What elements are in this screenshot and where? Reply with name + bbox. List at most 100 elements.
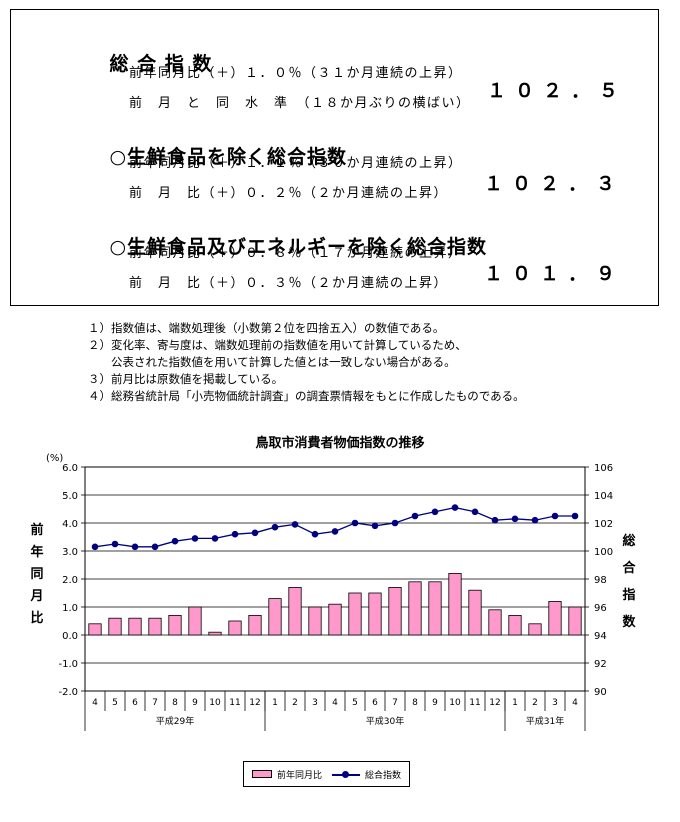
bar — [188, 606, 202, 636]
y-left-unit: (%) — [46, 453, 63, 464]
footnote: ３）前月比は原数値を掲載している。 — [88, 372, 284, 386]
x-tick-label: 4 — [92, 698, 98, 708]
bar — [328, 603, 342, 636]
line-point — [531, 516, 539, 524]
x-tick-label: 4 — [572, 698, 578, 708]
summary-value: １０２．３ — [484, 173, 625, 195]
summary-label: 総 合 指 数 — [109, 53, 213, 75]
x-tick-label: 3 — [312, 698, 318, 708]
line-point — [411, 512, 419, 520]
legend-line-dot — [342, 771, 349, 778]
y-left-tick-label: 1.0 — [62, 603, 78, 614]
y-right-tick-label: 96 — [594, 603, 607, 614]
line-point — [111, 540, 119, 548]
footnote: 公表された指数値を用いて計算した値とは一致しない場合がある。 — [88, 355, 456, 369]
bar — [488, 609, 502, 636]
y-right-tick-label: 92 — [594, 659, 607, 670]
summary-sub-row: 前年同月比（＋）０．８％（１７か月連続の上昇） — [129, 246, 463, 261]
chart-legend: 前年同月比 総合指数 — [243, 761, 410, 787]
bar — [528, 623, 542, 636]
bar — [108, 617, 122, 636]
bar — [248, 615, 262, 636]
x-tick-label: 4 — [332, 698, 338, 708]
year-group-label: 平成31年 — [526, 715, 564, 727]
y-left-tick-label: 3.0 — [62, 547, 78, 558]
y-left-tick-label: 0.0 — [62, 631, 78, 642]
summary-label: ○生鮮食品を除く総合指数 — [109, 146, 348, 168]
line-point — [331, 528, 339, 535]
bar — [408, 581, 422, 636]
line-point — [471, 508, 479, 516]
bar — [568, 606, 582, 636]
x-tick-label: 11 — [469, 698, 480, 708]
line-point — [371, 522, 379, 530]
axis-title-char: 数 — [622, 615, 636, 630]
x-tick-label: 2 — [292, 698, 298, 708]
x-tick-label: 5 — [112, 698, 118, 708]
bar — [308, 606, 322, 636]
y-right-tick-label: 100 — [594, 547, 613, 558]
line-point — [211, 535, 219, 542]
line-point — [351, 519, 359, 527]
footnote: １）指数値は、端数処理後（小数第２位を四捨五入）の数値である。 — [88, 321, 445, 335]
y-left-tick-label: -2.0 — [58, 687, 78, 698]
y-right-tick-label: 104 — [594, 491, 613, 502]
y-right-tick-label: 94 — [594, 631, 607, 642]
x-tick-label: 2 — [532, 698, 538, 708]
x-tick-label: 5 — [352, 698, 358, 708]
bar — [428, 581, 442, 636]
summary-label: ○生鮮食品及びエネルギーを除く総合指数 — [109, 236, 488, 258]
axis-title-char: 前 — [30, 523, 44, 538]
y-left-tick-label: -1.0 — [58, 659, 78, 670]
line-point — [91, 543, 99, 551]
summary-value: １０１．９ — [484, 263, 625, 285]
axis-title-char: 同 — [30, 567, 44, 582]
summary-sub-row: 前年同月比（＋）１．１％（３０か月連続の上昇） — [129, 156, 463, 171]
x-tick-label: 6 — [132, 698, 138, 708]
x-tick-label: 10 — [209, 698, 221, 708]
bar — [548, 601, 562, 636]
x-tick-label: 6 — [372, 698, 378, 708]
y-left-tick-label: 6.0 — [62, 463, 78, 474]
line-point — [391, 519, 399, 527]
chart-title: 鳥取市消費者物価指数の推移 — [255, 436, 425, 451]
line-point — [171, 537, 179, 545]
summary-row-core-core: ○生鮮食品及びエネルギーを除く総合指数 １０１．９ — [79, 210, 615, 303]
summary-row-total: 総 合 指 数 １０２．５ — [79, 27, 618, 120]
bar — [88, 623, 102, 636]
line-point — [271, 523, 279, 531]
x-tick-label: 10 — [449, 698, 461, 708]
line-point — [571, 512, 579, 520]
bar — [388, 587, 402, 636]
x-tick-label: 9 — [192, 698, 198, 708]
year-group-label: 平成29年 — [156, 715, 194, 727]
bar — [128, 617, 142, 636]
x-tick-label: 3 — [552, 698, 558, 708]
line-point — [511, 515, 519, 523]
axis-title-char: 月 — [30, 589, 44, 604]
y-right-tick-label: 106 — [594, 463, 613, 474]
bar — [368, 592, 382, 636]
y-right-tick-label: 90 — [594, 687, 607, 698]
y-left-tick-label: 2.0 — [62, 575, 78, 586]
summary-box: 総 合 指 数 １０２．５ 前年同月比（＋）１．０％（３１か月連続の上昇） 前 … — [10, 9, 659, 306]
axis-title-char: 合 — [622, 561, 636, 576]
x-tick-label: 11 — [229, 698, 240, 708]
x-tick-label: 7 — [152, 698, 158, 708]
y-right-tick-label: 98 — [594, 575, 607, 586]
bar — [468, 589, 482, 636]
footnote: ２）変化率、寄与度は、端数処理前の指数値を用いて計算しているため、 — [88, 338, 467, 352]
summary-sub-row: 前 月 比（＋）０．２％（２か月連続の上昇） — [129, 186, 449, 201]
line-point — [191, 535, 199, 542]
y-left-tick-label: 4.0 — [62, 519, 78, 530]
line-point — [231, 530, 239, 538]
bar — [268, 598, 282, 636]
legend-line-label: 総合指数 — [365, 771, 402, 781]
summary-row-core: ○生鮮食品を除く総合指数 １０２．３ — [79, 120, 615, 213]
line-point — [431, 508, 439, 516]
line-series — [94, 506, 575, 548]
line-point — [551, 512, 559, 520]
line-point — [131, 543, 139, 551]
bar — [148, 617, 162, 636]
